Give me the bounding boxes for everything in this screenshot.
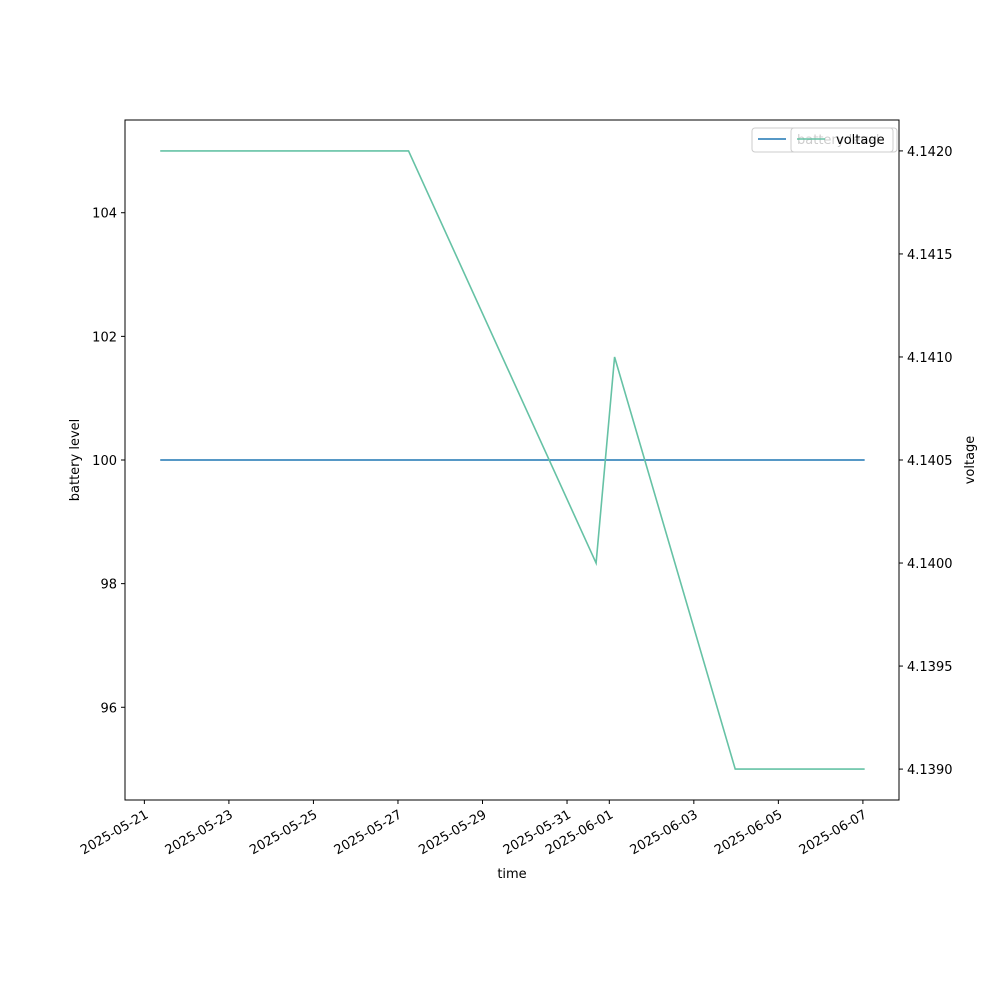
y-tick-label: 96 bbox=[100, 701, 117, 716]
x-axis-label: time bbox=[497, 867, 526, 882]
y2-tick-label: 4.1405 bbox=[907, 454, 953, 469]
x-tick-label: 2025-06-03 bbox=[628, 808, 701, 859]
y-axis-label: battery level bbox=[68, 419, 83, 502]
y-tick-label: 102 bbox=[92, 330, 117, 345]
y-tick-label: 100 bbox=[92, 454, 117, 469]
y2-tick-label: 4.1410 bbox=[907, 351, 953, 366]
plot-frame bbox=[124, 119, 900, 801]
series-line bbox=[160, 150, 865, 770]
y-tick-label: 104 bbox=[92, 207, 117, 222]
y2-tick-label: 4.1415 bbox=[907, 248, 953, 263]
x-tick-label: 2025-05-29 bbox=[416, 808, 489, 859]
y2-tick-label: 4.1395 bbox=[907, 660, 953, 675]
x-tick-label: 2025-05-25 bbox=[247, 808, 320, 859]
legend-label: voltage bbox=[836, 133, 885, 148]
y-tick-label: 98 bbox=[100, 578, 117, 593]
y2-axis-label: voltage bbox=[963, 436, 978, 485]
x-tick-label: 2025-05-23 bbox=[163, 808, 236, 859]
legend-box bbox=[790, 127, 894, 153]
x-tick-label: 2025-06-07 bbox=[797, 808, 870, 859]
y2-tick-label: 4.1420 bbox=[907, 145, 953, 160]
legend: voltage bbox=[790, 127, 894, 153]
x-tick-label: 2025-05-21 bbox=[78, 808, 151, 859]
y2-tick-label: 4.1390 bbox=[907, 763, 953, 778]
x-tick-label: 2025-06-05 bbox=[712, 808, 785, 859]
y2-tick-label: 4.1400 bbox=[907, 557, 953, 572]
x-tick-label: 2025-05-27 bbox=[332, 808, 405, 859]
